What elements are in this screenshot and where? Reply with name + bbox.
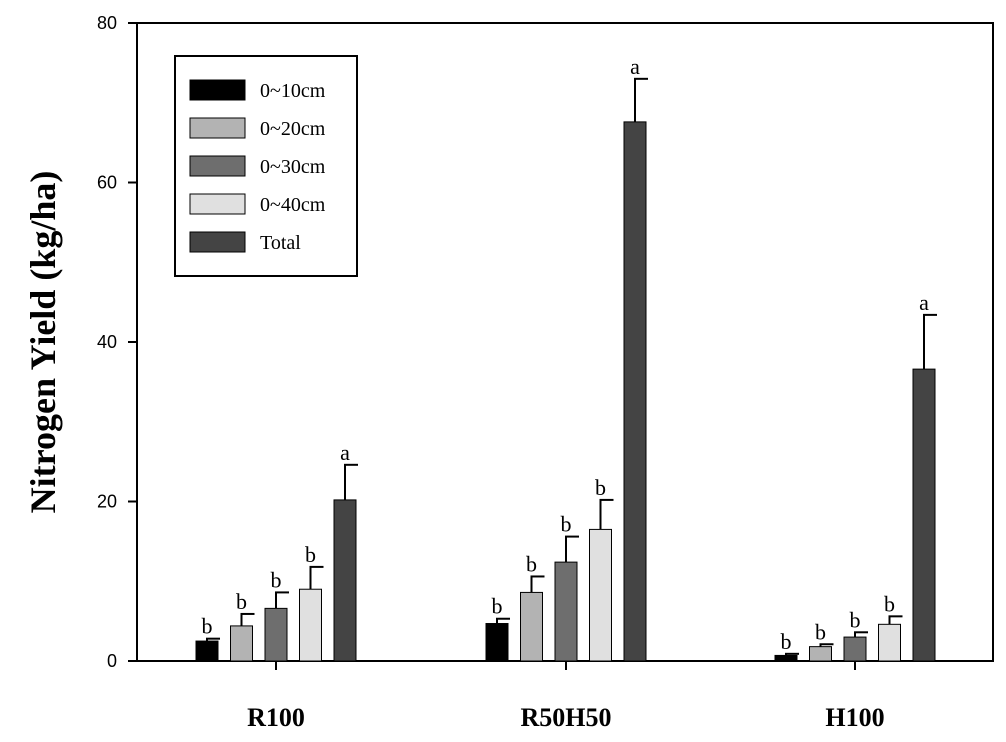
bar xyxy=(195,640,219,662)
bar xyxy=(774,654,798,662)
significance-letter: b xyxy=(561,512,572,537)
bar xyxy=(299,588,322,662)
significance-letter: b xyxy=(526,551,537,576)
y-axis-title: Nitrogen Yield (kg/ha) xyxy=(23,171,63,514)
bar xyxy=(230,625,253,662)
significance-letter: b xyxy=(850,607,861,632)
significance-letter: b xyxy=(781,629,792,654)
y-tick-label: 60 xyxy=(97,173,117,193)
x-category-label: R100 xyxy=(247,703,305,732)
significance-letter: b xyxy=(271,567,282,592)
legend-label: 0~40cm xyxy=(260,194,326,216)
bar xyxy=(554,561,578,662)
bar xyxy=(809,646,832,662)
x-axis-ticks: R100 R50H50 H100 xyxy=(247,661,885,732)
bar xyxy=(912,368,936,662)
y-axis-ticks: 0 20 40 60 80 xyxy=(97,13,137,671)
bar xyxy=(333,499,357,662)
significance-letter: b xyxy=(815,619,826,644)
legend-swatch xyxy=(189,231,246,253)
significance-letter: b xyxy=(305,542,316,567)
legend-label: 0~30cm xyxy=(260,156,326,178)
y-tick-label: 0 xyxy=(107,651,117,671)
significance-letter: b xyxy=(236,589,247,614)
x-category-label: H100 xyxy=(825,703,884,732)
y-tick-label: 20 xyxy=(97,492,117,512)
bar xyxy=(878,623,901,662)
significance-letter: b xyxy=(884,591,895,616)
y-tick-label: 40 xyxy=(97,332,117,352)
bar xyxy=(843,636,867,662)
x-category-label: R50H50 xyxy=(521,703,612,732)
legend-label: 0~20cm xyxy=(260,118,326,140)
bar xyxy=(589,528,612,662)
bar xyxy=(485,623,509,662)
y-tick-label: 80 xyxy=(97,13,117,33)
significance-letter: a xyxy=(630,54,640,79)
legend: 0~10cm 0~20cm 0~30cm 0~40cm Total xyxy=(174,55,358,277)
legend-swatch xyxy=(189,79,246,101)
legend-swatch xyxy=(189,193,246,215)
bar xyxy=(520,591,543,662)
significance-letter: a xyxy=(919,290,929,315)
significance-letter: b xyxy=(595,475,606,500)
legend-label: Total xyxy=(260,232,301,254)
significance-letter: b xyxy=(202,614,213,639)
legend-swatch xyxy=(189,155,246,177)
significance-letter: a xyxy=(340,440,350,465)
significance-letter: b xyxy=(492,594,503,619)
bar xyxy=(264,607,288,662)
bar xyxy=(623,121,647,662)
legend-swatch xyxy=(189,117,246,139)
legend-label: 0~10cm xyxy=(260,80,326,102)
